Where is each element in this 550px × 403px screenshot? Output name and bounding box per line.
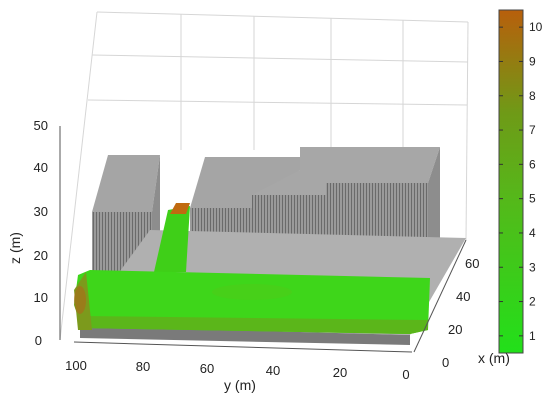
building-mid-top xyxy=(190,157,300,208)
y-tick-80: 80 xyxy=(136,359,150,374)
colorbar-tick-label-10: 10 xyxy=(529,20,543,34)
x-axis-label: x (m) xyxy=(478,350,510,366)
back-top-edge xyxy=(96,11,469,23)
colorbar-tick-label-3: 3 xyxy=(529,260,536,274)
x-tick-60: 60 xyxy=(465,256,479,271)
points-front-edge xyxy=(74,300,428,334)
z-axis-label: z (m) xyxy=(7,232,23,264)
y-tick-60: 60 xyxy=(200,361,214,376)
building-left-top xyxy=(92,155,160,212)
colorbar: 1 2 3 4 5 6 7 8 9 10 xyxy=(498,9,543,354)
x-tick-40: 40 xyxy=(456,289,470,304)
colorbar-tick-label-9: 9 xyxy=(529,54,536,68)
back-right-edge xyxy=(465,21,469,241)
colorbar-tick-label-2: 2 xyxy=(529,295,536,309)
points-hotspot-1 xyxy=(74,286,86,314)
points-hotspot-2 xyxy=(212,284,292,300)
point-cloud xyxy=(74,203,430,334)
x-tick-0: 0 xyxy=(442,355,449,370)
x-axis: 0 20 40 60 x (m) xyxy=(413,239,510,370)
z-tick-50: 50 xyxy=(34,118,48,133)
colorbar-tick-label-8: 8 xyxy=(529,89,536,103)
points-branch xyxy=(154,206,190,272)
y-tick-100: 100 xyxy=(65,358,87,373)
axis-box xyxy=(59,11,469,341)
z-axis: 0 10 20 30 40 50 z (m) xyxy=(7,118,61,348)
grid-h-1 xyxy=(91,54,469,63)
z-tick-40: 40 xyxy=(34,160,48,175)
points-branch-top xyxy=(170,203,190,214)
y-tick-40: 40 xyxy=(266,363,280,378)
colorbar-tick-label-7: 7 xyxy=(529,123,536,137)
building-right-top xyxy=(252,147,440,195)
colorbar-tick-label-1: 1 xyxy=(529,329,536,343)
colorbar-tick-label-5: 5 xyxy=(529,192,536,206)
z-tick-0: 0 xyxy=(35,333,42,348)
z-tick-30: 30 xyxy=(34,204,48,219)
back-left-edge xyxy=(59,11,98,341)
x-axis-line xyxy=(413,239,467,353)
colorbar-ticks: 1 2 3 4 5 6 7 8 9 10 xyxy=(499,20,543,343)
colorbar-tick-label-6: 6 xyxy=(529,157,536,171)
z-tick-10: 10 xyxy=(34,290,48,305)
y-tick-20: 20 xyxy=(333,365,347,380)
colorbar-tick-label-4: 4 xyxy=(529,226,536,240)
y-axis: 100 80 60 40 20 0 y (m) xyxy=(65,341,413,393)
z-tick-20: 20 xyxy=(34,248,48,263)
y-axis-line xyxy=(73,341,413,353)
ground-slab-front xyxy=(80,326,410,345)
y-tick-0: 0 xyxy=(402,367,409,382)
x-tick-20: 20 xyxy=(448,322,462,337)
colorbar-gradient xyxy=(498,9,524,354)
y-axis-label: y (m) xyxy=(224,377,256,393)
grid-h-2 xyxy=(87,99,468,106)
